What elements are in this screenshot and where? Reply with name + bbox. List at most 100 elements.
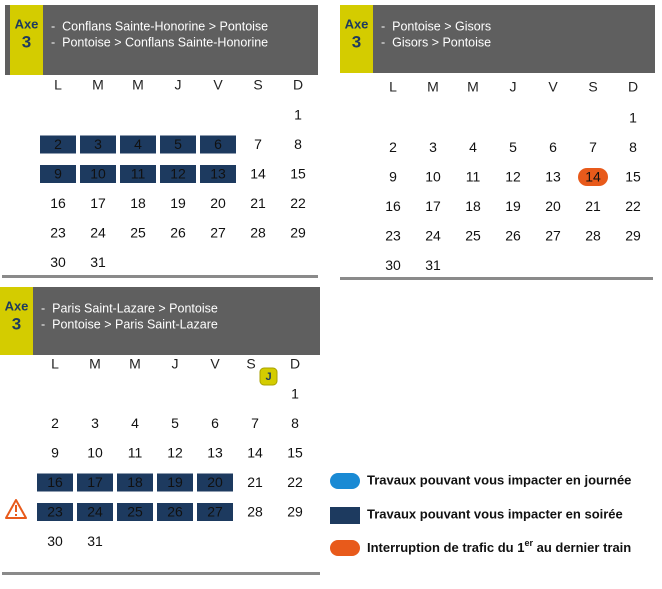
weekday: S xyxy=(253,77,262,93)
day: 15 xyxy=(625,169,641,185)
weekday: L xyxy=(389,79,397,95)
route: - Paris Saint-Lazare > Pontoise xyxy=(41,301,218,315)
evening-works-marker xyxy=(157,503,193,521)
day: 6 xyxy=(211,415,219,431)
day: 23 xyxy=(385,228,401,244)
evening-works-marker xyxy=(200,135,236,154)
calendar-header xyxy=(5,5,318,75)
day: 7 xyxy=(589,139,597,155)
weekday: J xyxy=(175,77,182,93)
line-number: 3 xyxy=(352,32,361,51)
evening-works-marker xyxy=(160,165,196,183)
legend: Travaux pouvant vous impacter en journée… xyxy=(330,472,631,556)
weekday: V xyxy=(210,356,220,372)
legend-day: Travaux pouvant vous impacter en journée xyxy=(367,472,631,487)
line-badge xyxy=(340,5,373,73)
day: 22 xyxy=(290,195,306,211)
day: 23 xyxy=(47,504,63,520)
day: 16 xyxy=(385,198,401,214)
weekday-badge-label: J xyxy=(265,371,271,383)
day: 30 xyxy=(47,533,63,549)
day: 9 xyxy=(389,169,397,185)
day: 29 xyxy=(290,225,306,241)
route: - Conflans Sainte-Honorine > Pontoise xyxy=(51,19,268,33)
day: 3 xyxy=(91,415,99,431)
calendar: Axe 3 - Paris Saint-Lazare > Pontoise - Pon… xyxy=(0,287,320,575)
weekday: M xyxy=(132,77,144,93)
day: 6 xyxy=(549,139,557,155)
line-number: 3 xyxy=(22,32,31,51)
weekday: M xyxy=(427,79,439,95)
day: 27 xyxy=(545,228,561,244)
day: 15 xyxy=(290,166,306,182)
day: 28 xyxy=(250,225,266,241)
weekday: M xyxy=(92,77,104,93)
day: 1 xyxy=(294,107,302,123)
day: 1 xyxy=(291,386,299,402)
evening-works-marker xyxy=(120,135,156,154)
day: 24 xyxy=(90,225,106,241)
evening-works-marker xyxy=(77,473,113,492)
calendar-header xyxy=(0,287,320,355)
day: 8 xyxy=(291,415,299,431)
day: 21 xyxy=(250,195,266,211)
line-badge xyxy=(10,5,43,75)
line-label: Axe xyxy=(5,298,29,313)
day: 17 xyxy=(425,198,441,214)
calendar-rule xyxy=(2,572,320,575)
day: 3 xyxy=(429,139,437,155)
legend-swatch-interruption xyxy=(330,540,360,556)
weekday: J xyxy=(172,356,179,372)
superscript: er xyxy=(524,538,533,548)
day: 9 xyxy=(51,445,59,461)
text: au dernier train xyxy=(533,540,631,555)
day: 4 xyxy=(134,136,142,152)
day: 14 xyxy=(247,445,263,461)
day: 22 xyxy=(287,474,303,490)
route: - Pontoise > Paris Saint-Lazare xyxy=(41,317,218,331)
day: 16 xyxy=(50,195,66,211)
day: 10 xyxy=(425,169,441,185)
route: - Gisors > Pontoise xyxy=(381,35,491,49)
weekday: M xyxy=(467,79,479,95)
day: 7 xyxy=(254,136,262,152)
day: 2 xyxy=(54,136,62,152)
day: 25 xyxy=(127,504,143,520)
day: 11 xyxy=(131,166,146,182)
evening-works-marker xyxy=(80,135,116,154)
weekday: S xyxy=(588,79,597,95)
weekday: D xyxy=(290,356,300,372)
day: 20 xyxy=(207,474,223,490)
legend-evening: Travaux pouvant vous impacter en soirée xyxy=(367,506,623,521)
day: 14 xyxy=(250,166,266,182)
day: 12 xyxy=(167,445,183,461)
day: 17 xyxy=(90,195,106,211)
day: 8 xyxy=(629,139,637,155)
day: 1 xyxy=(629,110,637,126)
evening-works-marker xyxy=(77,503,113,521)
evening-works-marker xyxy=(197,503,233,521)
day: 26 xyxy=(505,228,521,244)
day: 31 xyxy=(425,257,441,273)
evening-works-marker xyxy=(197,473,233,492)
weekday: D xyxy=(628,79,638,95)
weekday: M xyxy=(129,356,141,372)
day: 27 xyxy=(210,225,226,241)
weekday: S xyxy=(246,356,255,372)
evening-works-marker xyxy=(160,135,196,154)
day: 31 xyxy=(90,254,106,270)
calendar-header xyxy=(340,5,655,73)
day: 13 xyxy=(210,166,226,182)
evening-works-marker xyxy=(40,135,76,154)
line-label: Axe xyxy=(15,16,39,31)
weekday: V xyxy=(213,77,223,93)
weekday: M xyxy=(89,356,101,372)
day: 26 xyxy=(170,225,186,241)
day: 27 xyxy=(207,504,223,520)
day: 21 xyxy=(585,198,601,214)
route: - Pontoise > Conflans Sainte-Honorine xyxy=(51,35,268,49)
day: 17 xyxy=(87,474,103,490)
day: 20 xyxy=(545,198,561,214)
day: 12 xyxy=(170,166,186,182)
